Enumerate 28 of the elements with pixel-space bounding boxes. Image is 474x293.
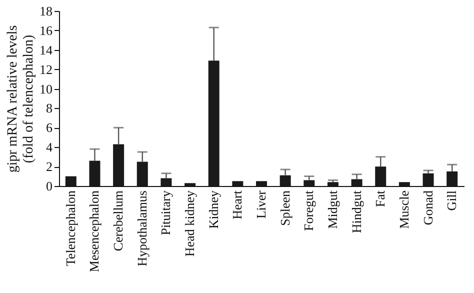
x-tick-label: Heart (230, 190, 245, 220)
x-tick-label: Hypothalamus (134, 190, 150, 266)
x-tick-label: Head kidney (182, 190, 198, 257)
y-tick-label: 2 (46, 159, 52, 174)
y-tick-label: 10 (40, 81, 52, 96)
x-tick-label: Telencephalon (62, 190, 78, 266)
y-tick-label: 8 (46, 100, 52, 116)
x-tick-label: Gonad (420, 190, 436, 226)
y-tick-label: 6 (46, 120, 53, 136)
y-tick-label: 14 (40, 42, 53, 58)
y-tick-label: 12 (40, 62, 52, 77)
x-tick-label: Cerebellum (110, 190, 126, 252)
x-tick-label: Foregut (301, 190, 316, 231)
x-tick-label: Kidney (206, 190, 221, 229)
x-tick-label: Hindgut (348, 190, 364, 234)
x-tick-label: Muscle (396, 190, 412, 229)
y-axis-title: gipr mRNA relative levels (fold of telencephalon) (6, 25, 36, 173)
x-tick-label: Mesencephalon (86, 190, 102, 272)
y-tick-label: 16 (40, 22, 53, 38)
x-tick-label: Gill (444, 190, 460, 211)
x-tick-label: Fat (372, 190, 388, 208)
x-tick-label: Spleen (277, 190, 292, 226)
y-tick-label: 0 (46, 178, 52, 194)
x-tick-label: Liver (254, 190, 268, 219)
y-tick-label: 18 (40, 4, 52, 18)
x-tick-label: Pituitary (158, 190, 174, 236)
x-tick-label: Midgut (324, 190, 340, 229)
y-tick-label: 4 (46, 140, 53, 155)
